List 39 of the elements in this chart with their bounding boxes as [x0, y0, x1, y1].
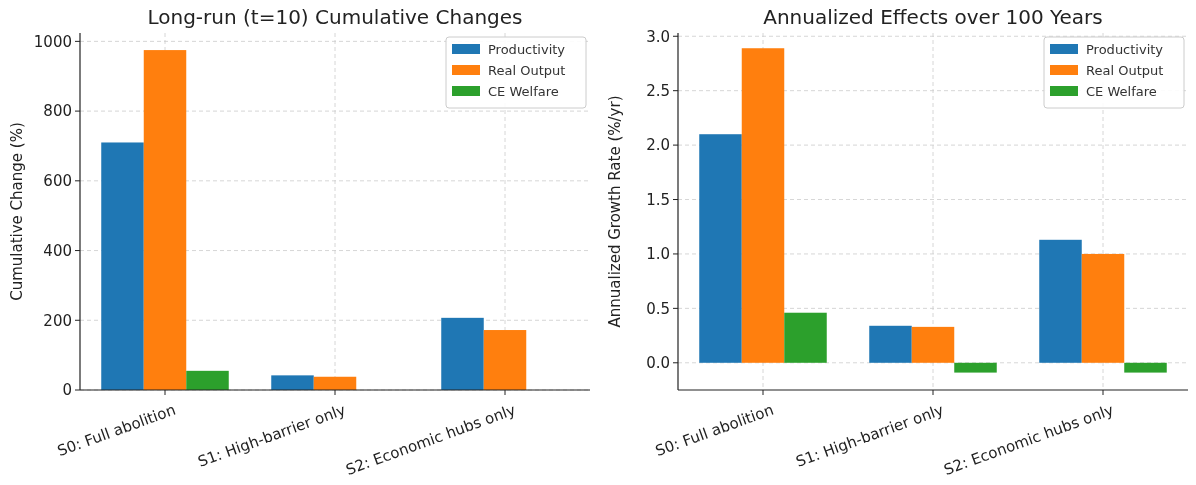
- y-tick-label: 400: [43, 241, 72, 260]
- legend-label: Productivity: [488, 41, 566, 57]
- y-tick-label: 2.5: [646, 81, 670, 100]
- legend-label: Real Output: [488, 62, 566, 78]
- bar: [784, 312, 827, 363]
- y-axis-title: Cumulative Change (%): [8, 122, 26, 301]
- bar: [911, 326, 955, 363]
- y-tick-label: 0.5: [646, 299, 670, 318]
- bar: [313, 376, 357, 390]
- bar: [699, 134, 742, 363]
- bar: [143, 50, 187, 390]
- chart-title: Annualized Effects over 100 Years: [763, 5, 1103, 29]
- y-tick-label: 800: [43, 102, 72, 121]
- bar: [954, 362, 997, 373]
- bar: [1124, 362, 1167, 373]
- y-tick-label: 2.0: [646, 136, 670, 155]
- bar: [271, 375, 314, 390]
- chart-title: Long-run (t=10) Cumulative Changes: [147, 5, 523, 29]
- y-tick-label: 0.0: [646, 354, 670, 373]
- y-tick-label: 0: [62, 381, 72, 400]
- bar: [186, 370, 229, 390]
- bar: [1081, 253, 1125, 363]
- legend-label: Real Output: [1086, 62, 1164, 78]
- y-tick-label: 1.0: [646, 245, 670, 264]
- y-tick-label: 1000: [33, 32, 72, 51]
- bar: [1039, 239, 1082, 363]
- bar: [441, 317, 484, 390]
- y-tick-label: 3.0: [646, 27, 670, 46]
- bar: [869, 325, 912, 363]
- bar: [101, 142, 144, 390]
- bar: [483, 330, 527, 390]
- legend-label: Productivity: [1086, 41, 1164, 57]
- y-tick-label: 600: [43, 172, 72, 191]
- bar: [741, 48, 785, 363]
- y-axis-title: Annualized Growth Rate (%/yr): [606, 95, 624, 328]
- y-tick-label: 200: [43, 311, 72, 330]
- legend-label: CE Welfare: [1086, 83, 1157, 99]
- y-tick-label: 1.5: [646, 190, 670, 209]
- legend-label: CE Welfare: [488, 83, 559, 99]
